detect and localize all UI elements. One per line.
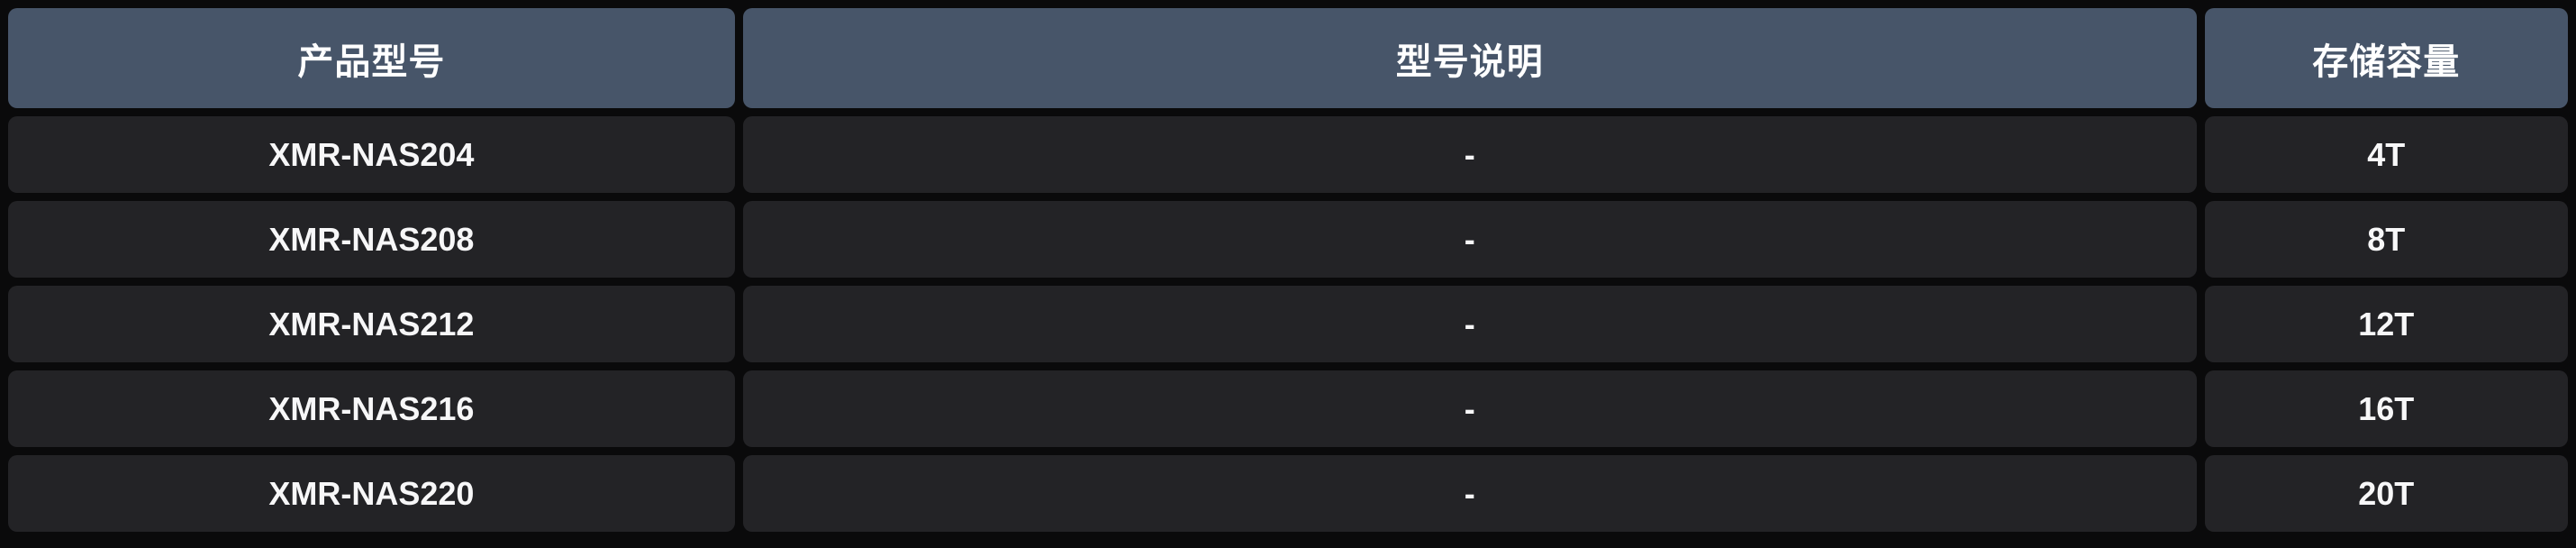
capacity-cell: 12T — [2204, 286, 2568, 362]
capacity-cell: 8T — [2204, 201, 2568, 278]
capacity-cell: 4T — [2204, 116, 2568, 193]
model-cell: XMR-NAS212 — [8, 286, 735, 362]
description-cell: - — [742, 370, 2197, 447]
model-cell: XMR-NAS208 — [8, 201, 735, 278]
header-cell-model-description: 型号说明 — [742, 8, 2197, 108]
model-cell: XMR-NAS204 — [8, 116, 735, 193]
capacity-cell: 20T — [2204, 455, 2568, 532]
model-cell: XMR-NAS216 — [8, 370, 735, 447]
description-cell: - — [742, 286, 2197, 362]
model-cell: XMR-NAS220 — [8, 455, 735, 532]
capacity-cell: 16T — [2204, 370, 2568, 447]
description-cell: - — [742, 116, 2197, 193]
header-cell-product-model: 产品型号 — [8, 8, 735, 108]
description-cell: - — [742, 201, 2197, 278]
description-cell: - — [742, 455, 2197, 532]
header-cell-storage-capacity: 存储容量 — [2204, 8, 2568, 108]
